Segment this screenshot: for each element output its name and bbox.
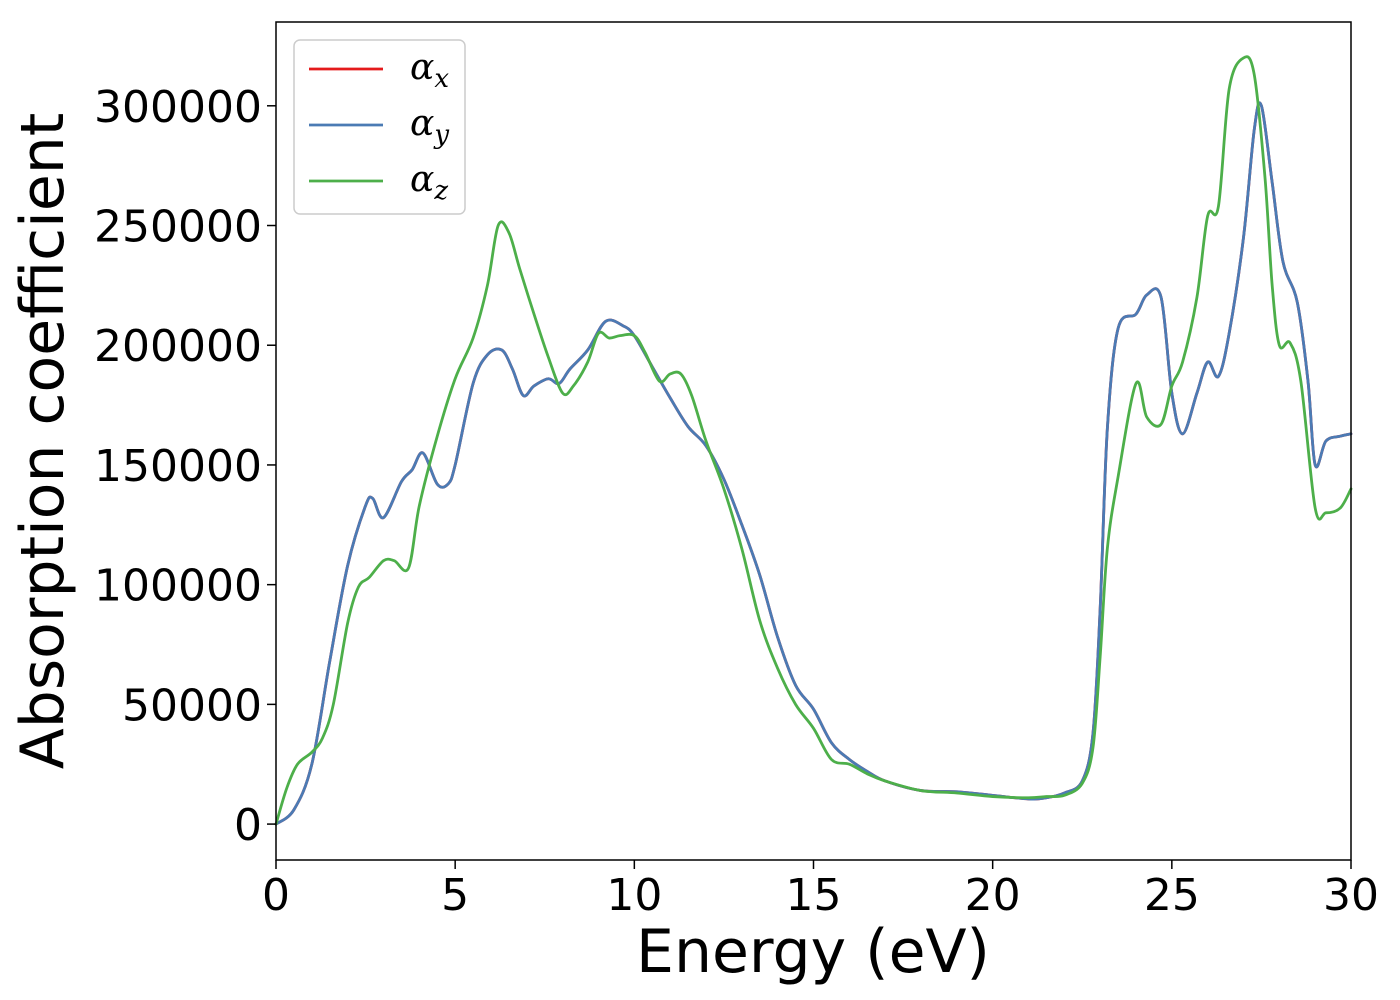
- series-layer: [274, 55, 1353, 826]
- plot-area: 0 5 10 15 20 25 30 0 50000 100000 150000 200000 250…: [94, 21, 1379, 921]
- x-axis: 0 5 10 15 20 25 30: [262, 860, 1379, 921]
- x-tick-label: 10: [606, 870, 662, 921]
- y-axis-label: Absorption coefficient: [8, 113, 78, 770]
- legend: αx αy αz: [293, 39, 466, 215]
- legend-label-z: αz: [410, 159, 448, 206]
- x-tick-label: 25: [1144, 870, 1200, 921]
- y-axis: 0 50000 100000 150000 200000 250000 300000: [94, 82, 276, 851]
- legend-label-y: αy: [410, 103, 449, 150]
- series-line-z: [274, 55, 1353, 826]
- x-tick-label: 30: [1323, 870, 1379, 921]
- y-tick-label: 200000: [94, 321, 262, 372]
- y-tick-label: 50000: [122, 680, 262, 731]
- x-tick-label: 0: [262, 870, 290, 921]
- y-tick-label: 250000: [94, 202, 262, 253]
- y-tick-label: 100000: [94, 561, 262, 612]
- legend-items: αx αy αz: [309, 47, 449, 206]
- x-tick-label: 15: [786, 870, 842, 921]
- legend-label-x: αx: [410, 47, 449, 94]
- legend-frame: [293, 39, 466, 215]
- y-tick-label: 300000: [94, 82, 262, 133]
- series-line-y: [274, 101, 1353, 826]
- y-tick-label: 150000: [94, 441, 262, 492]
- x-tick-label: 20: [965, 870, 1021, 921]
- x-tick-label: 5: [441, 870, 469, 921]
- x-axis-label: Energy (eV): [636, 917, 990, 987]
- y-tick-label: 0: [234, 800, 262, 851]
